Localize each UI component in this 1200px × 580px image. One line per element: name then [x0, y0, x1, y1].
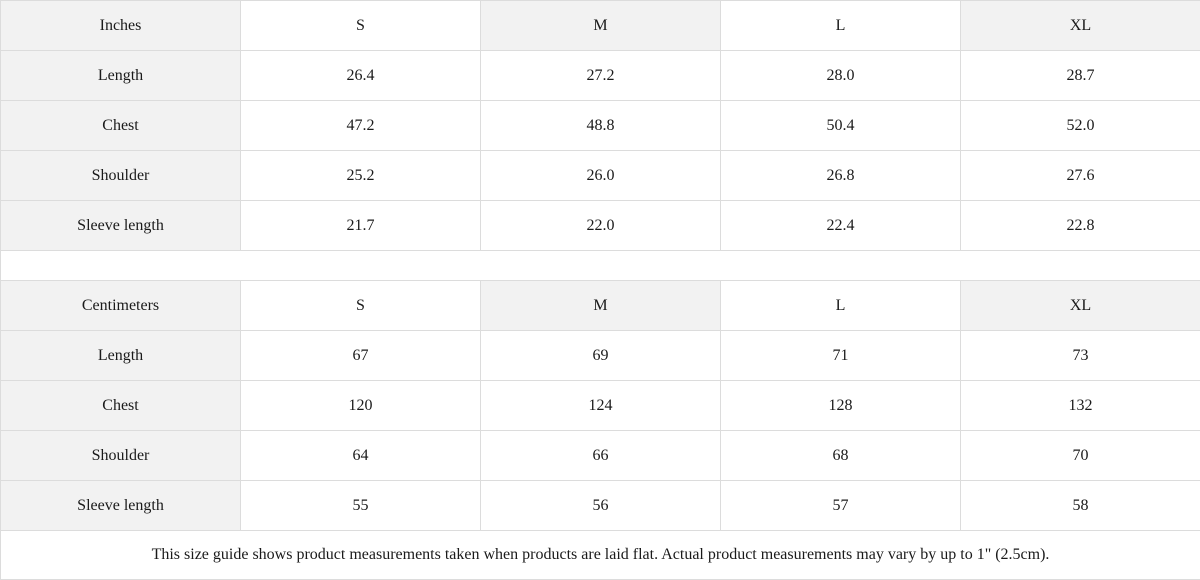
measurement-cell: 120: [240, 380, 481, 431]
table-row: Shoulder 64 66 68 70: [0, 430, 1200, 481]
measurement-cell: 58: [960, 480, 1200, 531]
measurement-cell: 124: [480, 380, 721, 431]
measurement-cell: 67: [240, 330, 481, 381]
table-row: Chest 120 124 128 132: [0, 380, 1200, 431]
measurement-cell: 70: [960, 430, 1200, 481]
table-row: Length 67 69 71 73: [0, 330, 1200, 381]
measurement-cell: 132: [960, 380, 1200, 431]
measurement-cell: 48.8: [480, 100, 721, 151]
measurement-cell: 27.2: [480, 50, 721, 101]
measurement-cell: 66: [480, 430, 721, 481]
size-header: M: [480, 0, 721, 51]
table-row: Shoulder 25.2 26.0 26.8 27.6: [0, 150, 1200, 201]
header-row: Centimeters S M L XL: [0, 280, 1200, 331]
row-label: Shoulder: [0, 150, 241, 201]
table-spacer: [0, 250, 1200, 281]
measurement-cell: 25.2: [240, 150, 481, 201]
row-label: Length: [0, 50, 241, 101]
measurement-cell: 52.0: [960, 100, 1200, 151]
size-guide-note: This size guide shows product measuremen…: [0, 530, 1200, 580]
measurement-cell: 57: [720, 480, 961, 531]
note-row: This size guide shows product measuremen…: [0, 530, 1200, 580]
measurement-cell: 71: [720, 330, 961, 381]
measurement-cell: 26.4: [240, 50, 481, 101]
measurement-cell: 22.8: [960, 200, 1200, 251]
size-header: M: [480, 280, 721, 331]
measurement-cell: 55: [240, 480, 481, 531]
header-row: Inches S M L XL: [0, 0, 1200, 51]
measurement-cell: 26.0: [480, 150, 721, 201]
unit-header: Centimeters: [0, 280, 241, 331]
measurement-cell: 128: [720, 380, 961, 431]
unit-header: Inches: [0, 0, 241, 51]
measurement-cell: 22.4: [720, 200, 961, 251]
size-header: XL: [960, 0, 1200, 51]
measurement-cell: 47.2: [240, 100, 481, 151]
row-label: Chest: [0, 380, 241, 431]
measurement-cell: 28.7: [960, 50, 1200, 101]
row-label: Shoulder: [0, 430, 241, 481]
measurement-cell: 27.6: [960, 150, 1200, 201]
size-header: L: [720, 280, 961, 331]
size-header: XL: [960, 280, 1200, 331]
measurement-cell: 56: [480, 480, 721, 531]
table-row: Length 26.4 27.2 28.0 28.7: [0, 50, 1200, 101]
measurement-cell: 68: [720, 430, 961, 481]
measurement-cell: 21.7: [240, 200, 481, 251]
measurement-cell: 69: [480, 330, 721, 381]
size-header: S: [240, 0, 481, 51]
row-label: Length: [0, 330, 241, 381]
table-row: Sleeve length 21.7 22.0 22.4 22.8: [0, 200, 1200, 251]
row-label: Sleeve length: [0, 200, 241, 251]
measurement-cell: 73: [960, 330, 1200, 381]
measurement-cell: 64: [240, 430, 481, 481]
table-row: Chest 47.2 48.8 50.4 52.0: [0, 100, 1200, 151]
table-row: Sleeve length 55 56 57 58: [0, 480, 1200, 531]
measurement-cell: 28.0: [720, 50, 961, 101]
measurement-cell: 50.4: [720, 100, 961, 151]
size-header: S: [240, 280, 481, 331]
row-label: Sleeve length: [0, 480, 241, 531]
row-label: Chest: [0, 100, 241, 151]
measurement-cell: 22.0: [480, 200, 721, 251]
measurement-cell: 26.8: [720, 150, 961, 201]
size-header: L: [720, 0, 961, 51]
